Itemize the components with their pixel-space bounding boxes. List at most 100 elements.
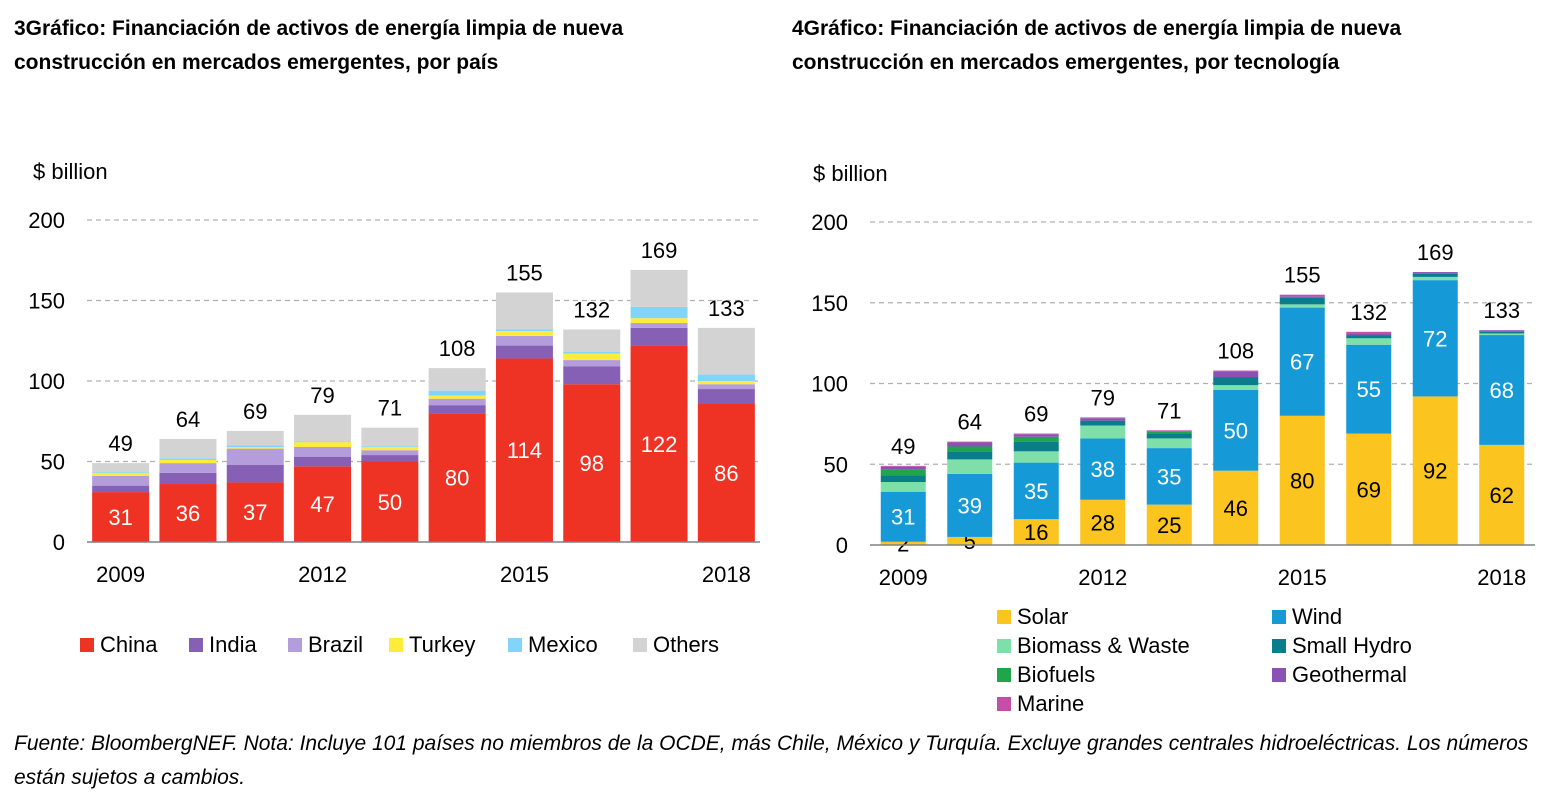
total-label: 49 bbox=[108, 431, 132, 456]
data-label: 114 bbox=[507, 438, 542, 463]
bar-segment-marine bbox=[880, 465, 926, 467]
data-label: 35 bbox=[1157, 464, 1181, 489]
bar-segment-small-hydro bbox=[1013, 441, 1059, 452]
data-label: 36 bbox=[176, 501, 200, 526]
bar-segment-china bbox=[92, 492, 150, 542]
x-tick-label: 2015 bbox=[500, 562, 549, 587]
data-label: 31 bbox=[108, 505, 132, 530]
data-label: 50 bbox=[1224, 418, 1248, 443]
bar-segment-small-hydro bbox=[947, 451, 993, 460]
legend-label: Mexico bbox=[528, 632, 598, 657]
bar-segment-turkey bbox=[428, 395, 486, 399]
legend-swatch bbox=[80, 638, 94, 652]
bar-segment-brazil bbox=[630, 323, 688, 328]
bar-segment-turkey bbox=[92, 472, 150, 476]
bar-segment-mexico bbox=[226, 445, 284, 448]
y-tick-label: 0 bbox=[53, 530, 65, 555]
y-tick-label: 150 bbox=[811, 291, 848, 316]
bar-segment-marine bbox=[1080, 417, 1126, 419]
legend-label: Brazil bbox=[308, 632, 363, 657]
bar-segment-wind bbox=[1213, 389, 1259, 471]
bar-segment-geothermal bbox=[1080, 418, 1126, 421]
total-label: 133 bbox=[708, 296, 745, 321]
bar-segment-others bbox=[294, 414, 352, 442]
total-label: 69 bbox=[243, 399, 267, 424]
legend-swatch bbox=[997, 697, 1011, 711]
bar-segment-mexico bbox=[159, 458, 217, 460]
bar-segment-brazil bbox=[361, 450, 419, 456]
bar-segment-india bbox=[428, 405, 486, 414]
bar-segment-brazil bbox=[428, 398, 486, 406]
bar-segment-brazil bbox=[495, 335, 553, 346]
bar-segment-china bbox=[226, 482, 284, 542]
bar-segment-turkey bbox=[495, 331, 553, 336]
data-label: 55 bbox=[1357, 377, 1381, 402]
total-label: 108 bbox=[1217, 339, 1254, 364]
bar-segment-china bbox=[294, 466, 352, 542]
bar-segment-wind bbox=[1279, 307, 1325, 416]
y-tick-label: 150 bbox=[28, 289, 65, 314]
x-tick-label: 2018 bbox=[1477, 565, 1526, 590]
bar-segment-turkey bbox=[294, 442, 352, 448]
bar-segment-wind bbox=[1013, 462, 1059, 520]
bar-segment-geothermal bbox=[1146, 431, 1192, 432]
data-label: 80 bbox=[1290, 468, 1314, 493]
data-label: 47 bbox=[310, 492, 334, 517]
data-label: 37 bbox=[243, 500, 267, 525]
bar-segment-biofuels bbox=[947, 446, 993, 452]
total-label: 132 bbox=[1350, 300, 1387, 325]
bar-segment-biomass-waste bbox=[947, 459, 993, 474]
data-label: 86 bbox=[714, 461, 738, 486]
bar-segment-marine bbox=[1346, 331, 1392, 334]
x-tick-label: 2012 bbox=[298, 562, 347, 587]
bar-segment-biofuels bbox=[880, 469, 926, 476]
data-label: 92 bbox=[1423, 459, 1447, 484]
bar-segment-turkey bbox=[361, 447, 419, 451]
bar-segment-others bbox=[226, 430, 284, 446]
bar-segment-marine bbox=[947, 441, 993, 443]
bar-segment-biofuels bbox=[1013, 436, 1059, 442]
legend-label: Others bbox=[653, 632, 719, 657]
bar-segment-mexico bbox=[294, 441, 352, 443]
bar-segment-geothermal bbox=[1479, 330, 1525, 332]
bar-segment-india bbox=[563, 366, 621, 385]
bar-segment-small-hydro bbox=[1346, 335, 1392, 339]
legend-label: Marine bbox=[1017, 691, 1084, 716]
bar-segment-solar bbox=[1279, 415, 1325, 545]
total-label: 71 bbox=[378, 396, 402, 421]
bar-segment-solar bbox=[1213, 470, 1259, 545]
total-label: 69 bbox=[1024, 402, 1048, 427]
y-axis-unit-label: $ billion bbox=[33, 159, 108, 184]
total-label: 108 bbox=[439, 336, 476, 361]
data-label: 28 bbox=[1091, 510, 1115, 535]
bar-segment-mexico bbox=[92, 471, 150, 473]
bar-segment-solar bbox=[1412, 396, 1458, 545]
bar-segment-geothermal bbox=[1346, 333, 1392, 336]
legend-label: China bbox=[100, 632, 158, 657]
chart-1-title: 3Gráfico: Financiación de activos de ene… bbox=[14, 17, 624, 74]
x-tick-label: 2009 bbox=[879, 565, 928, 590]
y-tick-label: 200 bbox=[28, 208, 65, 233]
bar-segment-mexico bbox=[697, 374, 755, 381]
y-tick-label: 100 bbox=[811, 372, 848, 397]
bar-segment-wind bbox=[880, 491, 926, 542]
bar-segment-china bbox=[630, 345, 688, 542]
bar-segment-solar bbox=[1080, 499, 1126, 545]
total-label: 79 bbox=[1091, 385, 1115, 410]
y-tick-label: 50 bbox=[41, 450, 65, 475]
legend-label: Geothermal bbox=[1292, 662, 1407, 687]
bar-segment-biomass-waste bbox=[1146, 438, 1192, 449]
legend-label: Small Hydro bbox=[1292, 633, 1412, 658]
legend-swatch bbox=[997, 668, 1011, 682]
data-label: 72 bbox=[1423, 326, 1447, 351]
data-label: 62 bbox=[1490, 483, 1514, 508]
x-tick-label: 2015 bbox=[1278, 565, 1327, 590]
bar-segment-others bbox=[92, 463, 150, 472]
bar-segment-biomass-waste bbox=[1080, 425, 1126, 439]
bar-segment-solar bbox=[1013, 519, 1059, 545]
chart-technology: $ billion0501001502002314920095396416356… bbox=[811, 161, 1535, 716]
bar-segment-mexico bbox=[563, 352, 621, 354]
bar-segment-small-hydro bbox=[1412, 273, 1458, 277]
data-label: 80 bbox=[445, 466, 469, 491]
legend-swatch bbox=[997, 610, 1011, 624]
